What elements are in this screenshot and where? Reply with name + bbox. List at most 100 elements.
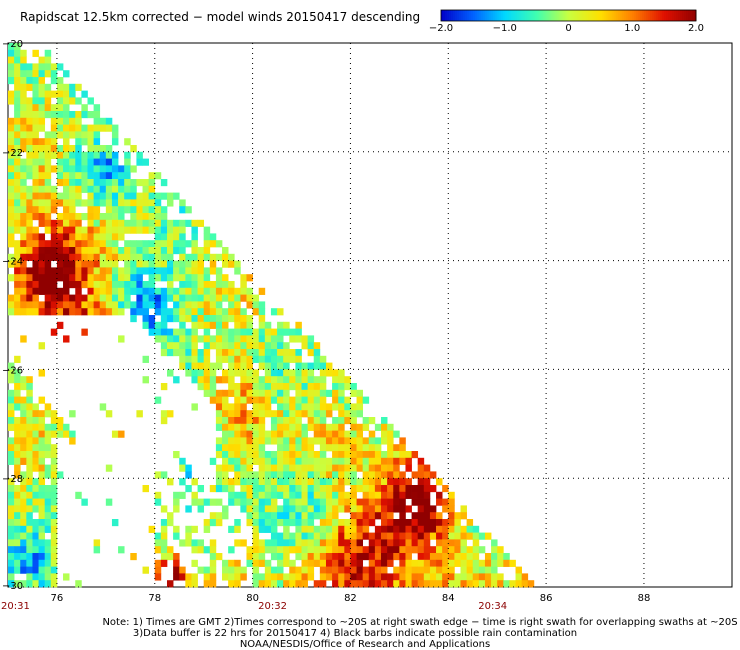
heatmap-cell <box>289 485 296 493</box>
heatmap-cell <box>14 505 21 513</box>
heatmap-cell <box>14 512 21 520</box>
heatmap-cell <box>252 410 260 418</box>
heatmap-cell <box>222 423 229 431</box>
heatmap-cell <box>289 410 296 418</box>
heatmap-cell <box>448 546 455 554</box>
heatmap-cell <box>38 247 46 255</box>
heatmap-cell <box>289 512 296 520</box>
heatmap-cell <box>246 321 253 329</box>
heatmap-cell <box>405 573 412 581</box>
heatmap-cell <box>374 491 382 499</box>
heatmap-cell <box>38 199 46 207</box>
heatmap-cell <box>344 546 351 554</box>
heatmap-cell <box>179 328 186 336</box>
heatmap-cell <box>442 566 449 574</box>
heatmap-cell <box>222 573 229 581</box>
heatmap-cell <box>191 328 198 336</box>
heatmap-cell <box>503 580 510 588</box>
heatmap-cell <box>277 519 284 527</box>
heatmap-cell <box>81 90 88 98</box>
heatmap-cell <box>50 478 58 486</box>
heatmap-cell <box>228 485 235 493</box>
heatmap-cell <box>344 559 351 567</box>
heatmap-cell <box>130 260 137 268</box>
heatmap-cell <box>491 546 498 554</box>
heatmap-cell <box>313 498 321 506</box>
heatmap-cell <box>166 253 174 261</box>
heatmap-cell <box>50 539 58 547</box>
heatmap-cell <box>26 70 33 78</box>
heatmap-cell <box>56 301 64 309</box>
heatmap-cell <box>234 362 241 370</box>
heatmap-cell <box>368 457 376 465</box>
heatmap-cell <box>301 444 308 452</box>
heatmap-cell <box>87 267 94 275</box>
heatmap-cell <box>215 349 223 357</box>
heatmap-cell <box>148 328 156 336</box>
heatmap-cell <box>246 301 253 309</box>
heatmap-cell <box>356 437 364 445</box>
heatmap-cell <box>442 532 449 540</box>
heatmap-cell <box>99 151 107 159</box>
y-tick-label: −30 <box>2 581 23 592</box>
heatmap-cell <box>228 335 235 343</box>
heatmap-cell <box>411 532 419 540</box>
heatmap-cell <box>191 539 198 547</box>
heatmap-cell <box>191 301 198 309</box>
heatmap-cell <box>270 505 278 513</box>
heatmap-cell <box>411 573 419 581</box>
colorbar-segment <box>600 10 603 21</box>
heatmap-cell <box>289 355 296 363</box>
heatmap-cell <box>301 451 308 459</box>
heatmap-cell <box>264 328 272 336</box>
heatmap-cell <box>338 383 345 391</box>
heatmap-cell <box>442 519 449 527</box>
heatmap-cell <box>14 451 21 459</box>
heatmap-cell <box>209 539 217 547</box>
heatmap-cell <box>160 532 168 540</box>
heatmap-cell <box>185 355 192 363</box>
heatmap-cell <box>307 566 315 574</box>
heatmap-cell <box>32 131 39 139</box>
heatmap-cell <box>38 471 46 479</box>
heatmap-cell <box>185 308 192 316</box>
heatmap-cell <box>325 471 333 479</box>
heatmap-cell <box>14 213 21 221</box>
heatmap-cell <box>50 444 58 452</box>
heatmap-cell <box>301 423 308 431</box>
heatmap-cell <box>63 111 70 119</box>
heatmap-cell <box>277 451 284 459</box>
heatmap-cell <box>368 546 376 554</box>
heatmap-cell <box>222 328 229 336</box>
heatmap-cell <box>136 287 143 295</box>
heatmap-cell <box>179 457 186 465</box>
colorbar-segment <box>488 10 492 21</box>
heatmap-cell <box>154 199 162 207</box>
heatmap-cell <box>466 566 474 574</box>
colorbar-segment <box>562 10 566 21</box>
heatmap-cell <box>209 519 217 527</box>
heatmap-cell <box>50 485 58 493</box>
heatmap-cell <box>411 471 419 479</box>
colorbar-segment <box>466 10 470 21</box>
heatmap-cell <box>332 437 339 445</box>
colorbar-segment <box>588 10 591 21</box>
y-tick-label: −26 <box>2 365 23 376</box>
heatmap-cell <box>246 410 253 418</box>
heatmap-cell <box>252 389 260 397</box>
heatmap-cell <box>246 328 253 336</box>
heatmap-cell <box>338 546 345 554</box>
heatmap-cell <box>362 478 370 486</box>
heatmap-cell <box>142 267 149 275</box>
heatmap-cell <box>185 253 192 261</box>
heatmap-cell <box>325 389 333 397</box>
colorbar-segment <box>686 10 689 21</box>
heatmap-cell <box>491 539 498 547</box>
heatmap-cell <box>258 512 266 520</box>
heatmap-cell <box>50 417 58 425</box>
heatmap-cell <box>405 457 412 465</box>
heatmap-cell <box>332 383 339 391</box>
heatmap-cell <box>63 240 70 248</box>
colorbar-segment <box>492 10 496 21</box>
heatmap-cell <box>246 349 253 357</box>
